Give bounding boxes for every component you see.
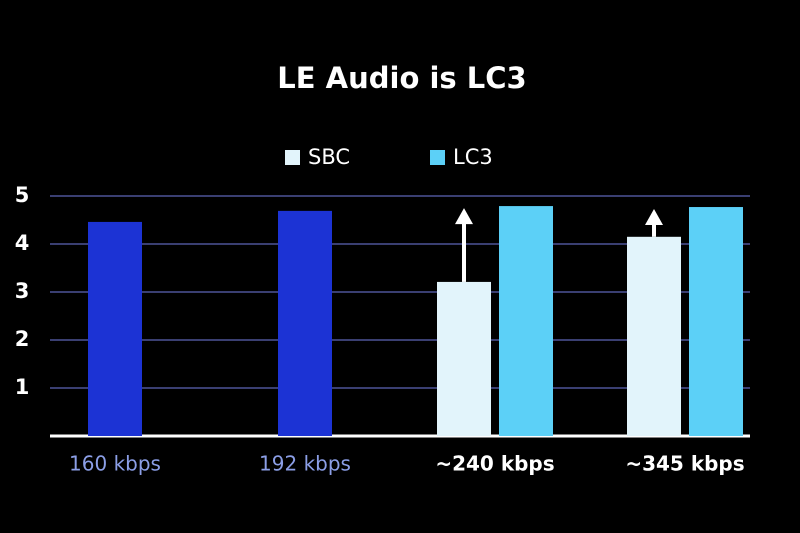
y-tick-label: 2 bbox=[15, 327, 30, 351]
improvement-arrowhead bbox=[455, 208, 473, 225]
bar bbox=[88, 221, 142, 436]
y-tick-label: 3 bbox=[15, 279, 30, 303]
bar bbox=[437, 281, 491, 436]
bar bbox=[499, 206, 553, 436]
y-tick-label: 5 bbox=[15, 183, 30, 207]
bar bbox=[689, 207, 743, 436]
x-tick-label: ~240 kbps bbox=[435, 452, 554, 476]
chart-title: LE Audio is LC3 bbox=[277, 61, 526, 95]
y-tick-label: 1 bbox=[15, 375, 30, 399]
legend-label: SBC bbox=[308, 145, 350, 169]
legend-swatch bbox=[430, 150, 445, 165]
legend-label: LC3 bbox=[453, 145, 493, 169]
x-tick-label: 192 kbps bbox=[259, 452, 351, 476]
x-tick-label: 160 kbps bbox=[69, 452, 161, 476]
y-tick-label: 4 bbox=[15, 231, 30, 255]
improvement-arrowhead bbox=[645, 209, 663, 226]
bar bbox=[278, 210, 332, 436]
legend-swatch bbox=[285, 150, 300, 165]
x-tick-label: ~345 kbps bbox=[625, 452, 744, 476]
bar bbox=[627, 236, 681, 436]
